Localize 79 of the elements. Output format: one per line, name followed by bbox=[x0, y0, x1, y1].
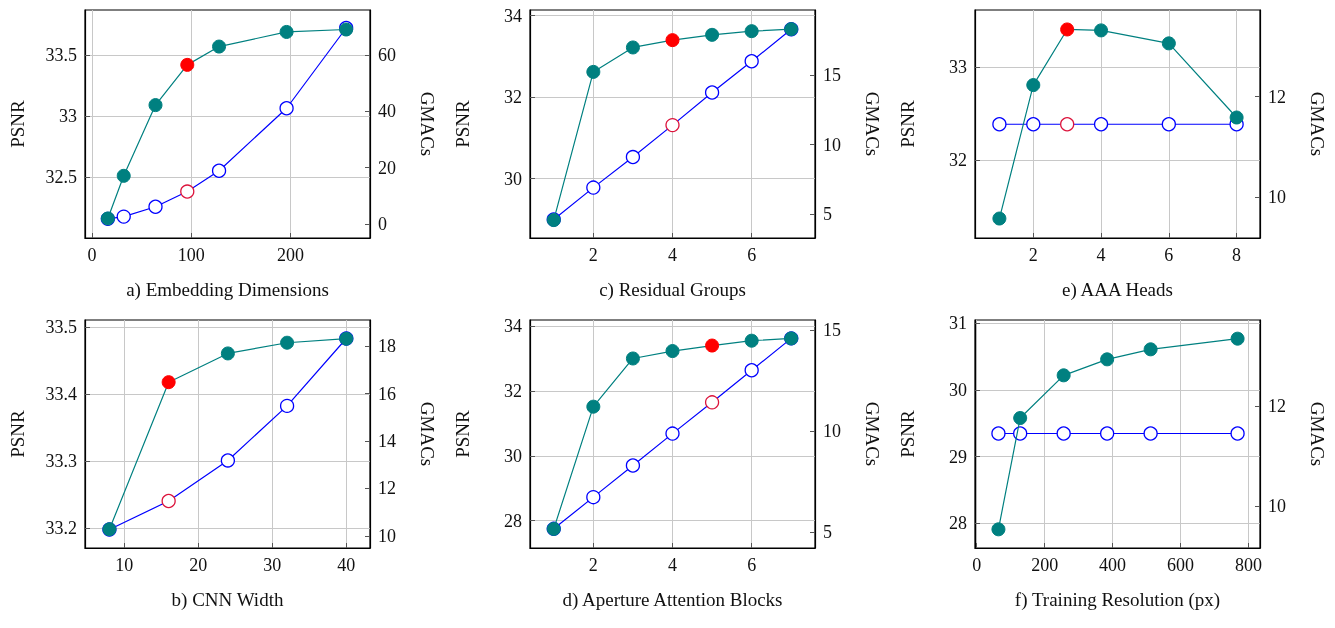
y2-axis-title: GMACs bbox=[1307, 401, 1328, 467]
x-tick-label: 200 bbox=[1031, 555, 1059, 575]
y2-tick-label: 12 bbox=[378, 478, 396, 499]
x-axis-title: a) Embedding Dimensions bbox=[126, 279, 329, 301]
y-tick-label: 29 bbox=[949, 446, 967, 467]
y-tick-label: 31 bbox=[949, 313, 967, 334]
y-tick-label: 32 bbox=[504, 381, 522, 402]
y-tick-label: 30 bbox=[504, 445, 522, 466]
y2-tick-label: 15 bbox=[823, 320, 841, 341]
x-tick-label: 10 bbox=[115, 555, 134, 575]
x-tick-label: 8 bbox=[1232, 245, 1242, 265]
x-tick-label: 2 bbox=[588, 245, 598, 265]
x-axis-title: f) Training Resolution (px) bbox=[1014, 589, 1221, 611]
x-tick-label: 0 bbox=[972, 555, 982, 575]
y-axis-title: PSNR bbox=[452, 409, 473, 458]
y2-tick-label: 16 bbox=[378, 383, 396, 404]
y-axis-title: PSNR bbox=[7, 99, 28, 148]
y2-axis-title: GMACs bbox=[1307, 91, 1328, 157]
y-tick-label: 33.5 bbox=[45, 317, 77, 338]
x-axis-title: e) AAA Heads bbox=[1062, 279, 1173, 301]
y2-tick-label: 12 bbox=[1268, 395, 1286, 416]
x-tick-label: 2 bbox=[588, 555, 598, 575]
x-tick-label: 100 bbox=[177, 245, 205, 265]
y-tick-label: 33.2 bbox=[45, 517, 77, 538]
y2-axis-title: GMACs bbox=[862, 91, 883, 157]
x-tick-label: 30 bbox=[263, 555, 282, 575]
y2-axis-title: GMACs bbox=[417, 91, 438, 157]
x-tick-label: 6 bbox=[747, 555, 757, 575]
y-axis-title: PSNR bbox=[452, 99, 473, 148]
y2-tick-label: 20 bbox=[378, 157, 396, 178]
y2-tick-label: 40 bbox=[378, 101, 396, 122]
y-axis-title: PSNR bbox=[897, 99, 918, 148]
y-tick-label: 32.5 bbox=[45, 167, 77, 188]
y-tick-label: 32 bbox=[504, 87, 522, 108]
x-tick-label: 6 bbox=[1164, 245, 1174, 265]
y-tick-label: 33 bbox=[949, 57, 967, 78]
y2-tick-label: 10 bbox=[378, 525, 396, 546]
y-tick-label: 28 bbox=[949, 513, 967, 534]
y-tick-label: 33.4 bbox=[45, 384, 77, 405]
y-tick-label: 32 bbox=[949, 150, 967, 171]
x-tick-label: 400 bbox=[1099, 555, 1127, 575]
y-tick-label: 33 bbox=[59, 106, 77, 127]
y2-tick-label: 10 bbox=[823, 420, 841, 441]
x-tick-label: 40 bbox=[337, 555, 356, 575]
y2-axis-title: GMACs bbox=[862, 401, 883, 467]
y2-tick-label: 10 bbox=[1268, 186, 1286, 207]
x-tick-label: 4 bbox=[668, 245, 677, 265]
y-tick-label: 33.5 bbox=[45, 45, 77, 66]
x-tick-label: 800 bbox=[1234, 555, 1262, 575]
y2-tick-label: 18 bbox=[378, 336, 396, 357]
x-tick-label: 0 bbox=[87, 245, 97, 265]
x-tick-label: 20 bbox=[189, 555, 208, 575]
y2-tick-label: 5 bbox=[823, 203, 832, 224]
y2-tick-label: 15 bbox=[823, 65, 841, 86]
x-tick-label: 2 bbox=[1028, 245, 1038, 265]
x-axis-title: b) CNN Width bbox=[171, 589, 284, 611]
y2-tick-label: 0 bbox=[378, 213, 387, 234]
y-axis-title: PSNR bbox=[7, 409, 28, 458]
x-tick-label: 4 bbox=[668, 555, 677, 575]
y2-tick-label: 14 bbox=[378, 431, 396, 451]
x-tick-label: 200 bbox=[277, 245, 305, 265]
x-tick-label: 6 bbox=[747, 245, 757, 265]
y-axis-title: PSNR bbox=[897, 409, 918, 458]
y2-tick-label: 10 bbox=[823, 134, 841, 155]
y2-tick-label: 10 bbox=[1268, 496, 1286, 517]
y-tick-label: 28 bbox=[504, 510, 522, 531]
y2-tick-label: 12 bbox=[1268, 86, 1286, 107]
y2-axis-title: GMACs bbox=[417, 401, 438, 467]
y-tick-label: 30 bbox=[504, 168, 522, 189]
y-tick-label: 33.3 bbox=[45, 451, 77, 472]
y-tick-label: 34 bbox=[504, 5, 522, 26]
x-tick-label: 4 bbox=[1096, 245, 1106, 265]
x-tick-label: 600 bbox=[1167, 555, 1195, 575]
y2-tick-label: 60 bbox=[378, 45, 396, 66]
y-tick-label: 34 bbox=[504, 316, 522, 337]
y-tick-label: 30 bbox=[949, 380, 967, 400]
x-axis-title: d) Aperture Attention Blocks bbox=[562, 589, 783, 611]
x-axis-title: c) Residual Groups bbox=[599, 279, 746, 301]
y2-tick-label: 5 bbox=[823, 521, 832, 542]
